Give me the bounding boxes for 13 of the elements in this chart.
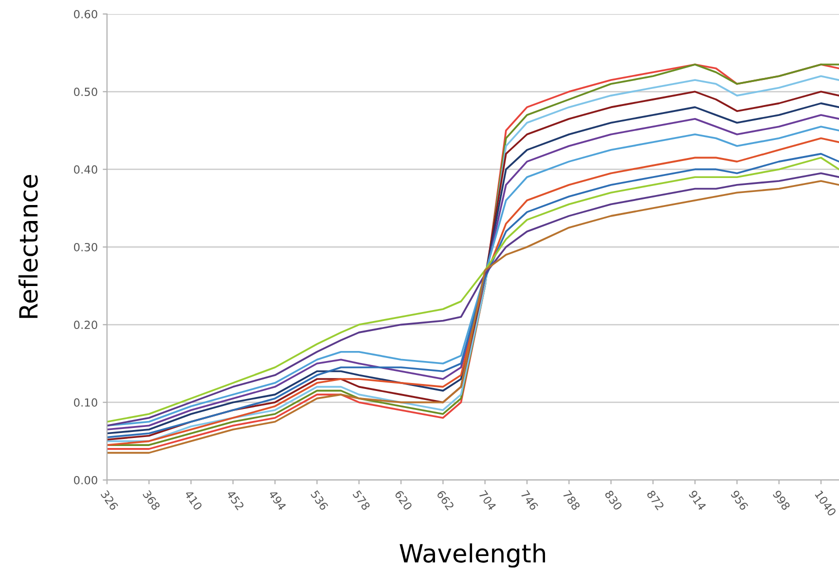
x-tick-label: 494 [268, 490, 287, 511]
x-tick-label: 410 [184, 490, 203, 511]
y-tick-label: 0.10 [74, 398, 98, 407]
y-tick-label: 0.00 [74, 476, 98, 484]
y-tick-label: 0.60 [74, 10, 98, 18]
y-tick-label: 0.50 [74, 88, 98, 96]
x-tick-label: 620 [394, 490, 413, 511]
x-axis-title: Wavelength [400, 543, 546, 568]
y-axis-title: Reflectance [18, 175, 38, 318]
y-tick-label: 0.40 [74, 165, 98, 174]
x-tick-label: 452 [226, 490, 244, 510]
y-tick-label: 0.20 [74, 320, 98, 330]
y-tick-label: 0.30 [74, 242, 98, 252]
